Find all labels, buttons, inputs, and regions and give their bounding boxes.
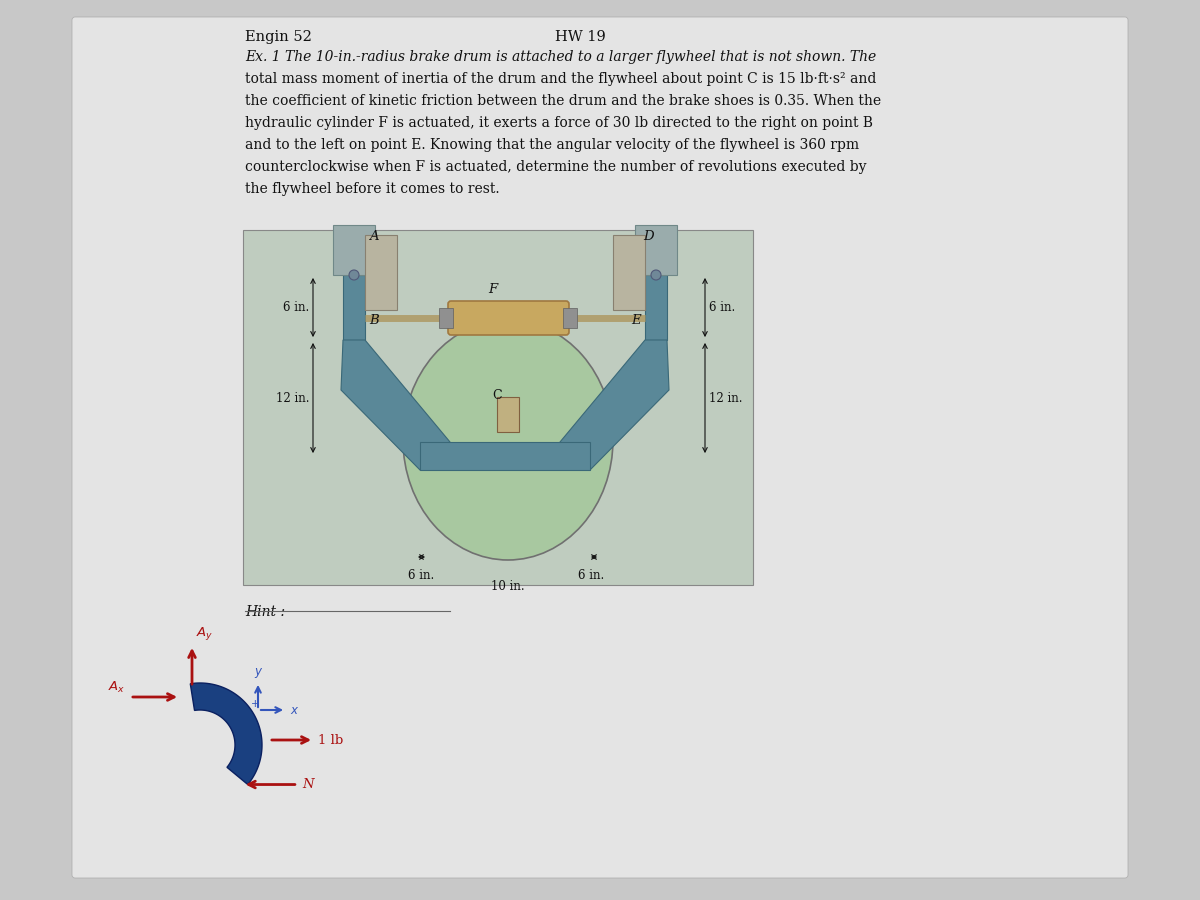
Text: Ex. 1 The 10-in.-radius brake drum is attached to a larger flywheel that is not : Ex. 1 The 10-in.-radius brake drum is at…	[245, 50, 876, 64]
Text: D: D	[643, 230, 654, 243]
Text: 6 in.: 6 in.	[709, 301, 736, 314]
FancyBboxPatch shape	[72, 17, 1128, 878]
Bar	[613, 235, 646, 310]
Text: $A_y$: $A_y$	[196, 625, 214, 642]
Polygon shape	[560, 340, 670, 470]
Ellipse shape	[650, 270, 661, 280]
Text: 6 in.: 6 in.	[408, 569, 434, 582]
Text: B: B	[370, 313, 379, 327]
Text: Engin 52: Engin 52	[245, 30, 312, 44]
Ellipse shape	[403, 320, 613, 560]
Bar	[343, 275, 365, 340]
Bar	[420, 442, 590, 470]
Bar	[365, 235, 397, 310]
Text: N: N	[301, 778, 313, 791]
Text: E: E	[631, 313, 641, 327]
Text: 12 in.: 12 in.	[276, 392, 310, 404]
Text: and to the left on point E. Knowing that the angular velocity of the flywheel is: and to the left on point E. Knowing that…	[245, 138, 859, 152]
Text: the coefficient of kinetic friction between the drum and the brake shoes is 0.35: the coefficient of kinetic friction betw…	[245, 94, 881, 108]
Text: 10 in.: 10 in.	[491, 580, 524, 593]
Text: $A_x$: $A_x$	[108, 680, 125, 695]
Text: 12 in.: 12 in.	[709, 392, 743, 404]
Bar	[242, 230, 754, 585]
Text: Hint :: Hint :	[245, 605, 286, 619]
Text: x: x	[290, 704, 298, 716]
FancyBboxPatch shape	[448, 301, 569, 335]
Text: counterclockwise when F is actuated, determine the number of revolutions execute: counterclockwise when F is actuated, det…	[245, 160, 866, 174]
Text: +: +	[251, 699, 259, 709]
Polygon shape	[341, 340, 450, 470]
Text: HW 19: HW 19	[554, 30, 605, 44]
Polygon shape	[191, 683, 262, 785]
Bar	[439, 308, 454, 328]
Bar	[646, 275, 667, 340]
Bar	[635, 225, 677, 275]
Text: the flywheel before it comes to rest.: the flywheel before it comes to rest.	[245, 182, 499, 196]
Text: C: C	[492, 389, 502, 402]
Bar	[497, 397, 520, 432]
Text: hydraulic cylinder F is actuated, it exerts a force of 30 lb directed to the rig: hydraulic cylinder F is actuated, it exe…	[245, 116, 874, 130]
Text: 6 in.: 6 in.	[578, 569, 605, 582]
Bar	[563, 308, 577, 328]
Text: 1 lb: 1 lb	[318, 734, 343, 746]
Text: A: A	[370, 230, 379, 243]
Text: F: F	[488, 283, 498, 296]
Text: total mass moment of inertia of the drum and the flywheel about point C is 15 lb: total mass moment of inertia of the drum…	[245, 72, 876, 86]
Ellipse shape	[349, 270, 359, 280]
Text: y: y	[254, 665, 262, 678]
Text: 6 in.: 6 in.	[283, 301, 310, 314]
Bar	[334, 225, 374, 275]
